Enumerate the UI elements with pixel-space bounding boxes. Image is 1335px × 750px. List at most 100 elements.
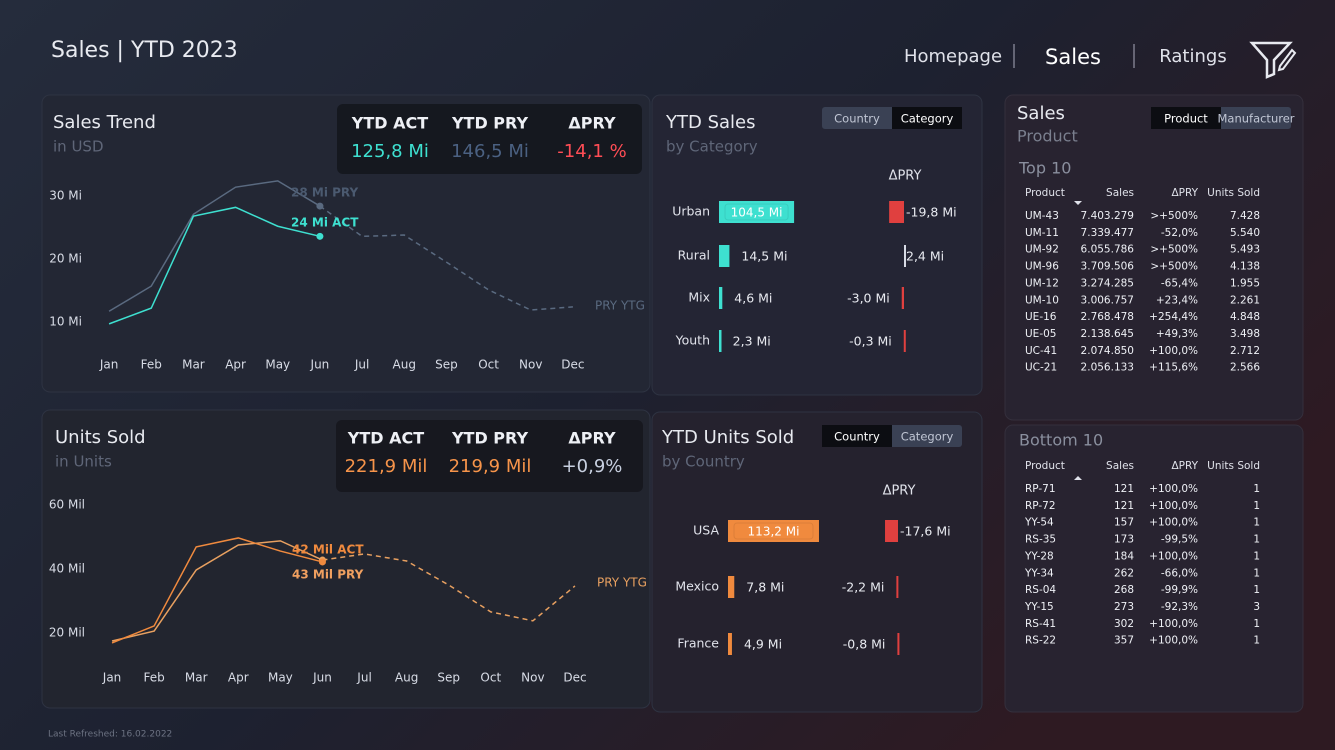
table-cell: +100,0% <box>1149 345 1198 357</box>
kpi-value: 221,9 Mil <box>345 456 428 477</box>
table-cell: YY-54 <box>1024 517 1054 529</box>
x-tick-label: Feb <box>144 671 165 685</box>
y-tick-label: 30 Mi <box>49 189 82 203</box>
sort-arrow[interactable] <box>1074 201 1082 205</box>
panel-title: Sales <box>1017 103 1065 124</box>
delta-label: -0,3 Mi <box>849 334 892 349</box>
table-cell: +100,0% <box>1149 500 1198 512</box>
delta-title: ΔPRY <box>889 169 922 184</box>
kpi-label: YTD PRY <box>451 114 529 133</box>
table-cell: 2.566 <box>1230 362 1260 374</box>
x-tick-label: Oct <box>478 358 499 372</box>
table-cell: 357 <box>1114 635 1134 647</box>
column-header: Sales <box>1106 187 1134 199</box>
table-cell: UM-11 <box>1025 227 1059 239</box>
table-cell: UM-12 <box>1025 277 1059 289</box>
table-cell: YY-28 <box>1024 550 1054 562</box>
table-cell: 302 <box>1114 618 1134 630</box>
table-cell: 4.138 <box>1230 261 1260 273</box>
toggle-active[interactable] <box>892 107 962 129</box>
toggle-option[interactable]: Category <box>901 430 954 444</box>
table-cell: 1 <box>1253 635 1260 647</box>
table-cell: 2.261 <box>1230 294 1260 306</box>
table-cell: RS-22 <box>1025 635 1056 647</box>
kpi-value: 219,9 Mil <box>449 456 532 477</box>
kpi-card <box>337 104 642 174</box>
value-label: 4,9 Mi <box>744 637 782 652</box>
delta-label: -3,0 Mi <box>847 291 890 306</box>
table-cell: UM-92 <box>1025 244 1059 256</box>
toggle-active[interactable] <box>822 425 892 447</box>
value-label: 113,2 Mi <box>748 525 800 539</box>
table-cell: UE-05 <box>1025 328 1056 340</box>
table-cell: +100,0% <box>1149 517 1198 529</box>
panel <box>1004 424 1304 713</box>
category-label: France <box>677 636 719 651</box>
category-label: Rural <box>678 248 710 263</box>
series-line <box>108 206 321 325</box>
sort-arrow[interactable] <box>1074 476 1082 480</box>
table-cell: 3.709.506 <box>1081 261 1135 273</box>
nav-item-active[interactable]: Sales <box>1045 45 1101 69</box>
x-tick-label: Jul <box>354 358 369 372</box>
table-cell: 1.955 <box>1230 277 1260 289</box>
chart-title: Units Sold <box>55 427 146 448</box>
column-header: Units Sold <box>1207 187 1260 199</box>
filter-icon[interactable] <box>1249 41 1297 79</box>
kpi-label: YTD PRY <box>451 429 529 448</box>
value-label: 7,8 Mi <box>746 580 784 595</box>
category-label: Urban <box>672 204 710 219</box>
x-tick-label: Oct <box>480 671 501 685</box>
x-tick-label: Apr <box>228 671 249 685</box>
table-cell: UE-16 <box>1025 311 1057 323</box>
annotation: 43 Mil PRY <box>292 568 364 582</box>
table-cell: +100,0% <box>1149 550 1198 562</box>
x-tick-label: Jul <box>356 671 371 685</box>
delta-label: -19,8 Mi <box>906 205 957 220</box>
kpi-value: +0,9% <box>562 456 623 477</box>
panel <box>651 94 983 396</box>
nav-item[interactable]: Homepage <box>904 46 1002 67</box>
delta-title: ΔPRY <box>883 484 916 499</box>
table-cell: 2.712 <box>1230 345 1260 357</box>
value-label: 14,5 Mi <box>741 249 787 264</box>
table-cell: +100,0% <box>1149 635 1198 647</box>
toggle-option[interactable]: Product <box>1164 112 1208 126</box>
toggle-option[interactable]: Country <box>834 112 880 126</box>
table-cell: 1 <box>1253 567 1260 579</box>
page-title: Sales | YTD 2023 <box>51 38 238 63</box>
table-cell: +49,3% <box>1156 328 1198 340</box>
table-cell: 157 <box>1114 517 1134 529</box>
table-cell: 4.848 <box>1230 311 1260 323</box>
column-header: Product <box>1025 460 1065 472</box>
toggle-option[interactable]: Category <box>901 112 954 126</box>
toggle-option[interactable]: Manufacturer <box>1217 112 1294 126</box>
series-line <box>108 180 321 312</box>
toggle-active[interactable] <box>1151 107 1221 129</box>
annotation: 24 Mi ACT <box>291 216 359 230</box>
table-cell: 7.339.477 <box>1081 227 1134 239</box>
chart-title: YTD Sales <box>665 112 755 133</box>
end-point <box>316 232 324 240</box>
kpi-card <box>336 420 643 492</box>
table-cell: 1 <box>1253 550 1260 562</box>
annotation: 28 Mi PRY <box>291 186 358 200</box>
table-cell: YY-34 <box>1024 567 1054 579</box>
nav-item[interactable]: Ratings <box>1159 46 1226 67</box>
table-cell: UC-21 <box>1025 362 1057 374</box>
y-tick-label: 40 Mil <box>49 562 85 576</box>
x-tick-label: Jun <box>312 671 332 685</box>
kpi-label: ΔPRY <box>568 114 616 133</box>
annotation: 42 Mil ACT <box>292 543 364 557</box>
table-cell: 121 <box>1114 483 1134 495</box>
bar-inner <box>733 522 814 540</box>
series-line <box>111 537 323 644</box>
table-cell: 121 <box>1114 500 1134 512</box>
table-cell: 6.055.786 <box>1081 244 1135 256</box>
table-cell: 184 <box>1114 550 1134 562</box>
category-label: Mexico <box>675 579 719 594</box>
toggle-option[interactable]: Country <box>834 430 880 444</box>
kpi-value: 125,8 Mi <box>351 141 429 162</box>
x-tick-label: May <box>265 358 290 372</box>
y-tick-label: 20 Mi <box>49 252 82 266</box>
